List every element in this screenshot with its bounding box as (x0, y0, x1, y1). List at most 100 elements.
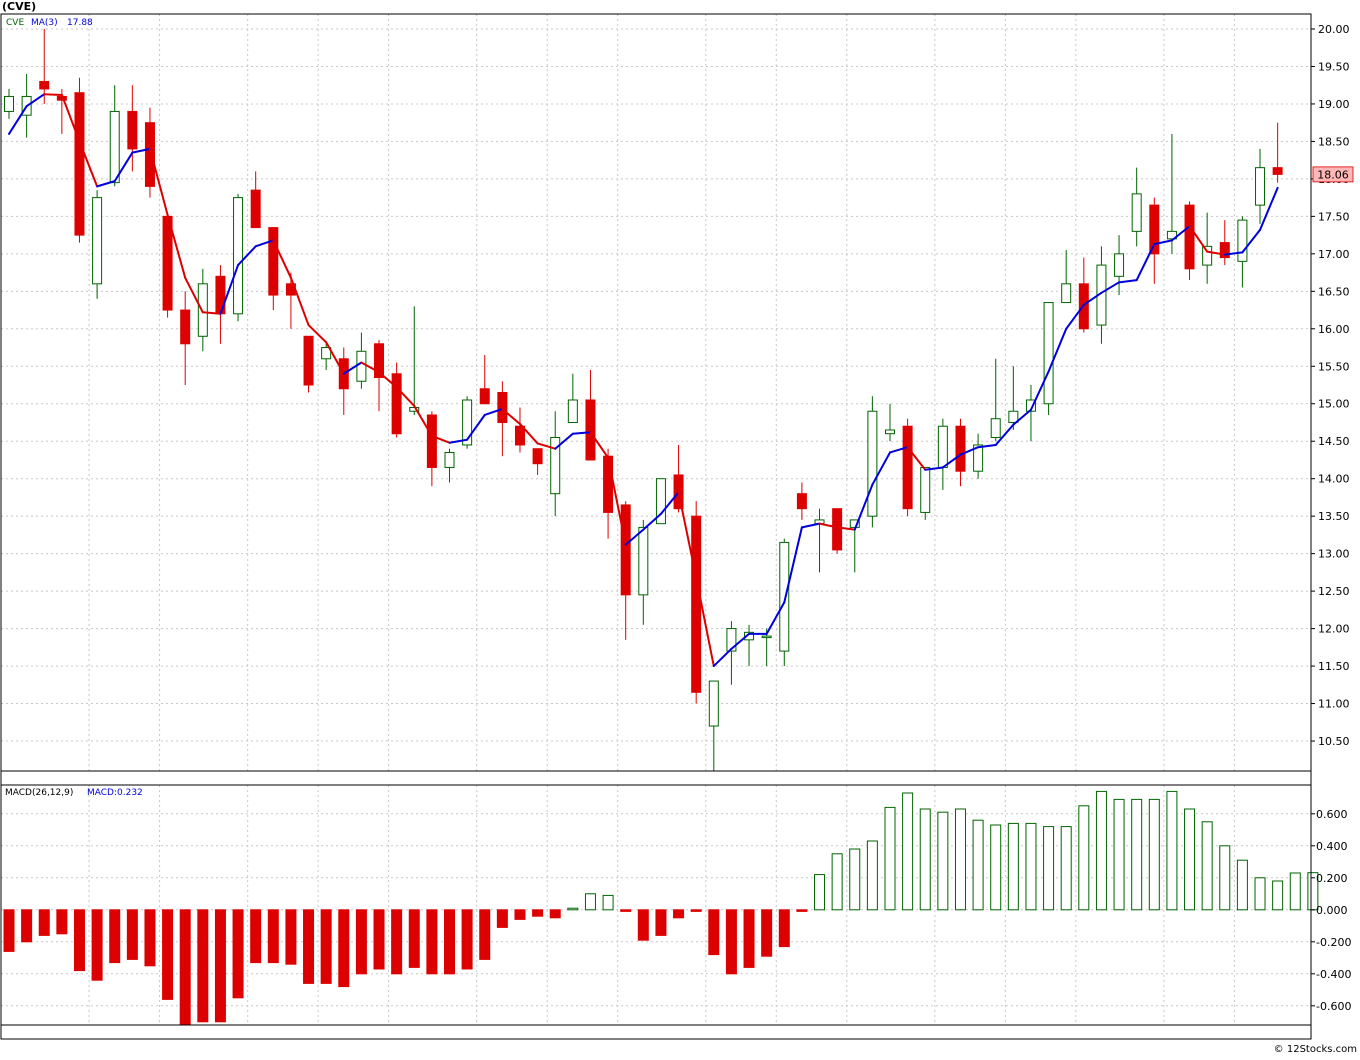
ma3-segment (8, 105, 28, 135)
price-tick-label: 16.00 (1318, 323, 1350, 336)
macd-tick-label: 0.600 (1316, 808, 1348, 821)
candle-body-up (1237, 219, 1248, 262)
candle-body-down (514, 425, 525, 446)
candle-body-up (1061, 283, 1072, 304)
candle-body-up (109, 110, 120, 184)
ma-legend-label: MA(3) (31, 18, 58, 28)
ma3-segment (554, 432, 574, 450)
ma3-segment (1082, 291, 1103, 306)
macd-bar-positive (584, 893, 596, 911)
candle-body-up (973, 444, 984, 472)
candle-body-up (726, 628, 737, 652)
ma3-segment (677, 491, 698, 579)
price-panel (4, 28, 1283, 771)
macd-bar-negative (673, 909, 685, 919)
ma3-segment (395, 386, 416, 407)
price-tick-label: 12.00 (1318, 623, 1350, 636)
candle-body-down (1219, 242, 1230, 259)
ma3-segment (871, 451, 891, 486)
candle-body-up (779, 541, 790, 652)
ma3-segment (483, 407, 504, 416)
ma3-segment (642, 512, 662, 531)
watermark: © 12Stocks.com (1274, 1044, 1357, 1055)
ma3-segment (342, 361, 363, 375)
candle-body-up (567, 399, 578, 423)
candle-body-up (444, 451, 455, 468)
macd-bar-positive (1060, 826, 1072, 911)
candle-body-up (356, 350, 367, 382)
candle-body-up (92, 197, 103, 285)
macd-bar-negative (267, 909, 279, 964)
macd-bar-positive (902, 792, 914, 911)
ma3-segment (712, 647, 733, 668)
macd-bar-positive (849, 848, 861, 911)
macd-bar-positive (1113, 798, 1125, 911)
macd-tick-label: 0.200 (1316, 872, 1348, 885)
candle-body-down (180, 309, 191, 345)
candle-body-down (620, 504, 631, 596)
symbol-title: (CVE) (2, 0, 36, 13)
ma3-segment (607, 456, 627, 546)
price-tick-label: 12.50 (1318, 585, 1350, 598)
ma3-segment (536, 442, 557, 450)
candle-body-down (268, 227, 279, 296)
candle-body-up (197, 283, 208, 337)
candle-body-up (990, 418, 1001, 438)
ma3-segment (818, 522, 839, 529)
ma3-segment (1065, 303, 1085, 330)
macd-bar-negative (690, 909, 702, 912)
macd-tick-label: -0.200 (1316, 936, 1351, 949)
ticker-legend: CVE (6, 18, 24, 28)
ma3-segment (1223, 251, 1244, 256)
macd-bar-negative (109, 909, 121, 964)
price-tick-label: 20.00 (1318, 23, 1350, 36)
ma3-segment (166, 213, 187, 279)
macd-bar-positive (1236, 859, 1248, 911)
candle-body-down (303, 335, 314, 386)
ma3-segment (430, 434, 451, 444)
ma3-segment (906, 446, 927, 471)
ma3-segment (78, 140, 99, 188)
ma3-segment (765, 601, 786, 635)
ma3-segment (96, 180, 116, 188)
ma3-segment (289, 276, 310, 327)
ma3-segment (1241, 228, 1262, 254)
candle-body-up (655, 478, 666, 525)
candle-body-up (920, 466, 931, 513)
ma3-segment (413, 404, 433, 437)
candle-body-up (1166, 230, 1177, 240)
ma3-segment (148, 147, 169, 216)
ma3-segment (325, 341, 345, 375)
price-tick-label: 11.00 (1318, 698, 1350, 711)
macd-bar-positive (990, 824, 1002, 911)
macd-bar-negative (761, 909, 773, 957)
macd-bar-positive (1166, 790, 1178, 911)
ma3-segment (924, 466, 944, 471)
macd-bar-negative (778, 909, 790, 948)
macd-bar-negative (38, 909, 50, 936)
candle-body-up (1043, 302, 1054, 405)
ma3-segment (60, 93, 81, 143)
macd-bar-negative (796, 909, 808, 912)
macd-bar-negative (179, 909, 191, 1028)
macd-bar-negative (232, 909, 244, 999)
candle-body-up (1025, 399, 1036, 412)
candle-body-up (233, 197, 244, 315)
ma3-segment (959, 446, 980, 456)
ma3-segment (1135, 243, 1156, 282)
price-tick-label: 11.50 (1318, 660, 1350, 673)
candle-body-down (902, 425, 913, 510)
ma3-segment (25, 93, 46, 108)
ma3-segment (360, 361, 381, 374)
candle-body-down (796, 493, 807, 510)
macd-tick-label: 0.400 (1316, 840, 1348, 853)
macd-bar-negative (355, 909, 367, 975)
ma3-segment (1153, 239, 1173, 246)
ma3-segment (1206, 250, 1226, 256)
candle-body-up (4, 95, 14, 112)
price-tick-label: 15.50 (1318, 360, 1350, 373)
macd-bar-negative (303, 909, 315, 984)
macd-bar-positive (1148, 798, 1160, 911)
macd-bar-negative (144, 909, 156, 967)
